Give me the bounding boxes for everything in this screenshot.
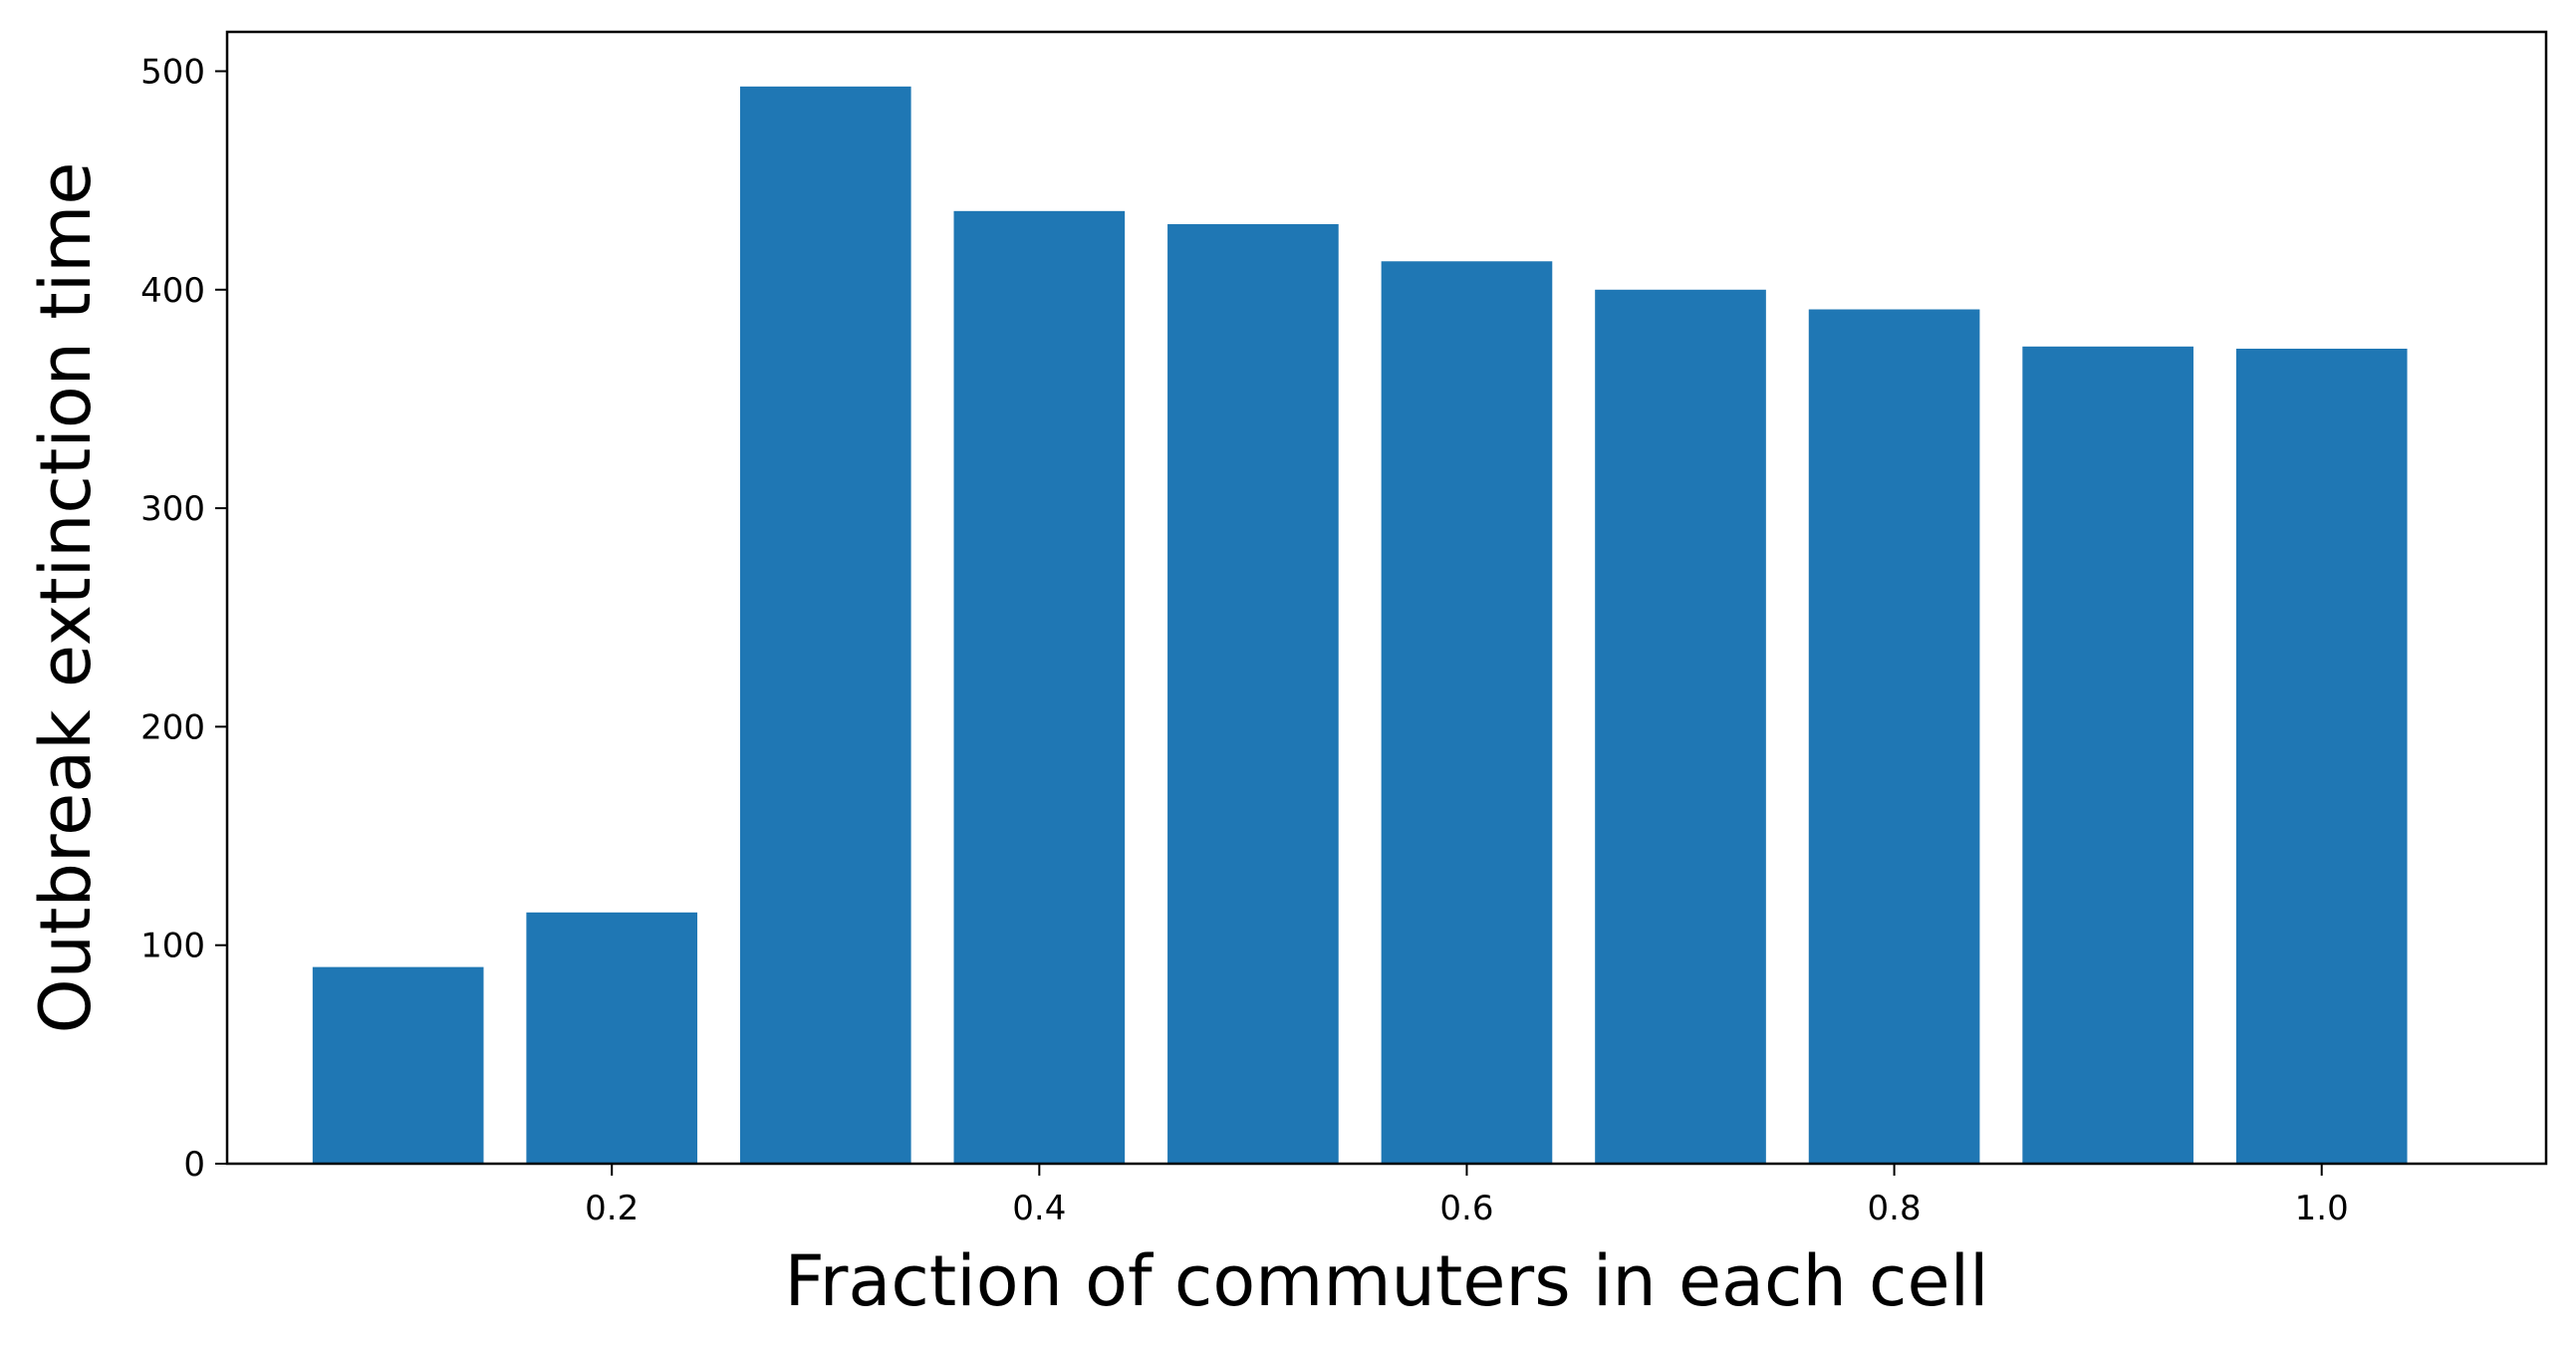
x-axis-ticks: 0.2 0.4 0.6 0.8 1.0: [585, 1164, 2349, 1228]
bar-3: [739, 86, 911, 1164]
y-tick-label: 0: [183, 1145, 205, 1185]
bar-6: [1381, 261, 1553, 1164]
y-tick-label: 500: [140, 52, 205, 92]
bar-4: [953, 210, 1126, 1165]
x-tick-label: 0.2: [585, 1189, 639, 1228]
y-tick-label: 300: [140, 489, 205, 529]
x-tick-label: 0.8: [1868, 1189, 1922, 1228]
bar-2: [526, 912, 698, 1164]
bar-10: [2235, 348, 2408, 1164]
bar-1: [312, 966, 484, 1164]
y-axis-label: Outbreak extinction time: [25, 162, 107, 1034]
x-tick-label: 0.6: [1439, 1189, 1493, 1228]
bar-9: [2022, 346, 2193, 1165]
y-axis-ticks: 0 100 200 300 400 500: [140, 52, 227, 1185]
y-tick-label: 400: [140, 271, 205, 311]
x-axis-label: Fraction of commuters in each cell: [784, 1240, 1988, 1322]
plot-frame: [225, 30, 2548, 1166]
x-tick-label: 1.0: [2295, 1189, 2349, 1228]
bar-5: [1167, 223, 1339, 1165]
y-tick-label: 100: [140, 927, 205, 966]
bar-8: [1808, 309, 1980, 1165]
x-tick-label: 0.4: [1012, 1189, 1066, 1228]
bars-group: [312, 86, 2408, 1165]
y-tick-label: 200: [140, 707, 205, 747]
bar-7: [1595, 289, 1766, 1165]
